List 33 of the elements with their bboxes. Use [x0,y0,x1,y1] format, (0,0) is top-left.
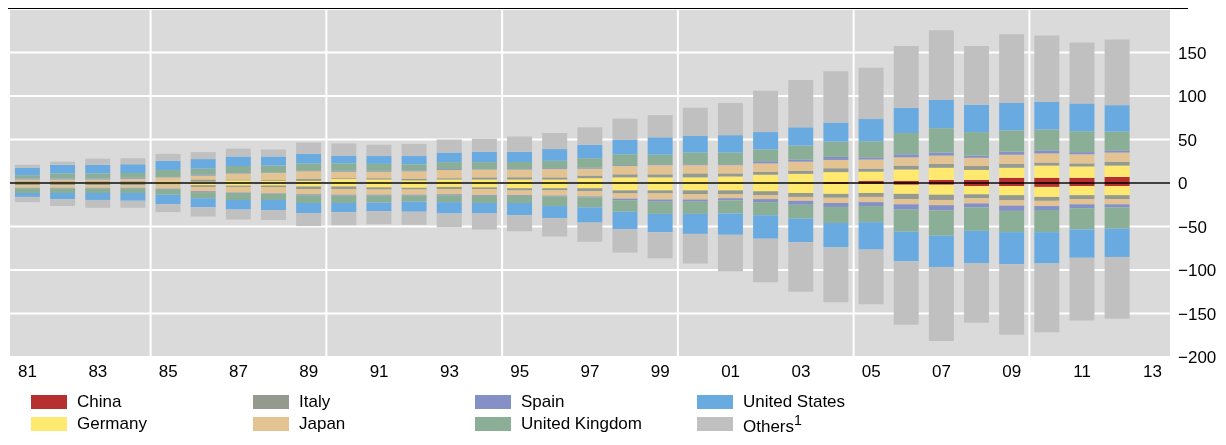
x-tick-label: 13 [1142,362,1162,382]
x-tick-label: 85 [158,362,178,382]
x-tick-label: 09 [1002,362,1022,382]
x-tick-label: 81 [18,362,38,382]
x-tick-label: 05 [861,362,881,382]
legend-label: United States [743,392,846,412]
y-tick-label: 100 [1178,87,1207,107]
legend-label: Others$^{1}$ [743,411,802,437]
legend-label: Japan [299,414,346,434]
y-tick-label: 50 [1178,130,1197,150]
x-tick-label: 87 [229,362,248,382]
x-tick-label: 01 [721,362,741,382]
y-tick-label: −150 [1178,304,1217,324]
x-tick-label: 93 [439,362,459,382]
y-tick-label: −200 [1178,348,1217,368]
x-tick-label: 99 [650,362,670,382]
y-tick-label: 150 [1178,43,1207,63]
legend-label: Germany [77,414,147,434]
legend-label: United Kingdom [521,414,642,434]
y-tick-label: −50 [1178,217,1207,237]
x-tick-label: 07 [932,362,951,382]
y-tick-label: −100 [1178,261,1217,281]
x-tick-label: 91 [369,362,389,382]
legend-label: Spain [521,392,565,412]
legend-label: China [77,392,122,412]
legend-label: Italy [299,392,331,412]
x-tick-label: 83 [88,362,108,382]
x-tick-label: 97 [580,362,600,382]
x-tick-label: 11 [1073,362,1091,382]
x-tick-label: 95 [510,362,530,382]
x-tick-label: 03 [791,362,811,382]
x-tick-label: 89 [299,362,319,382]
y-tick-label: 0 [1178,174,1188,194]
